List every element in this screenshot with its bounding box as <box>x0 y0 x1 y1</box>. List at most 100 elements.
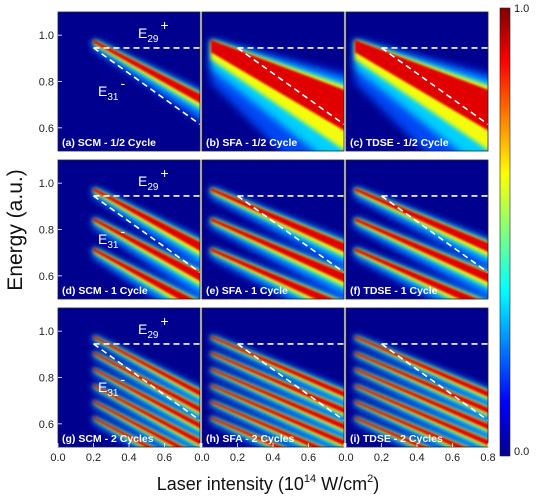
panel-label: (b) SFA - 1/2 Cycle <box>206 137 297 149</box>
intensity-band <box>354 248 479 299</box>
intensity-band <box>210 400 327 447</box>
panel-label: (a) SCM - 1/2 Cycle <box>62 137 156 149</box>
e31-minus-line <box>381 47 488 126</box>
colorbar: 1.0 0.0 <box>499 3 529 458</box>
intensity-band <box>210 352 344 414</box>
intensity-band <box>93 400 185 447</box>
e31-minus-line <box>237 195 344 274</box>
intensity-band <box>354 352 488 414</box>
intensity-band <box>210 400 322 447</box>
intensity-band <box>354 416 428 447</box>
intensity-band <box>93 400 188 447</box>
panel-heatmap <box>354 187 488 299</box>
intensity-band <box>93 400 184 447</box>
colorbar-gradient <box>499 7 511 457</box>
panel-label: (i) TDSE - 2 Cycles <box>350 433 443 445</box>
colorbar-max-label: 1.0 <box>514 3 529 15</box>
intensity-band <box>354 335 488 397</box>
e29-annotation: E29+ <box>138 17 169 45</box>
e31-annotation: E31- <box>98 371 125 399</box>
y-tick-label: 0.6 <box>39 271 54 283</box>
panel-frame <box>345 159 489 300</box>
e31-minus-line <box>93 343 200 422</box>
panel-heatmap <box>93 39 200 126</box>
panel-heatmap <box>354 335 488 447</box>
panel-label: (g) SCM - 2 Cycles <box>62 433 154 445</box>
e31-minus-line <box>93 47 200 126</box>
panel-label: (h) SFA - 2 Cycles <box>206 433 294 445</box>
intensity-band <box>210 416 287 447</box>
intensity-band <box>354 217 488 283</box>
intensity-band <box>354 368 488 430</box>
panel-label: (d) SCM - 1 Cycle <box>62 285 148 297</box>
e31-minus-line <box>237 47 344 126</box>
intensity-band <box>354 416 428 447</box>
y-axis-label: Energy (a.u.) <box>4 169 27 290</box>
intensity-band <box>210 400 325 447</box>
e31-minus-line <box>381 195 488 274</box>
e31-annotation: E31- <box>98 223 125 251</box>
intensity-band <box>210 400 323 447</box>
x-tick-label: 0.0 <box>194 452 209 464</box>
e31-minus-line <box>381 343 488 422</box>
panel-label: (f) TDSE - 1 Cycle <box>350 285 438 297</box>
intensity-band <box>93 335 200 397</box>
intensity-band <box>354 416 429 447</box>
panel-frame <box>201 159 345 300</box>
y-tick-label: 0.8 <box>39 373 54 385</box>
y-tick-label: 0.6 <box>39 123 54 135</box>
intensity-band <box>210 368 344 430</box>
y-tick-label: 1.0 <box>39 178 54 190</box>
x-tick-label: 0.6 <box>445 452 460 464</box>
panel-grid: (a) SCM - 1/2 Cycle E29+ E31- 0.6 0.8 1.0 (b) … <box>39 11 496 464</box>
intensity-band <box>354 187 488 253</box>
panel-7: (g) SCM - 2 Cycles E29+ E31- 0.6 0.8 1.0 0.0 0.… <box>39 307 201 464</box>
panel-heatmap <box>210 187 344 299</box>
intensity-band <box>93 248 200 299</box>
panel-6: (f) TDSE - 1 Cycle <box>345 159 489 300</box>
panel-heatmap <box>210 39 344 151</box>
x-tick-label: 0.2 <box>86 452 101 464</box>
x-tick-label: 0.4 <box>265 452 280 464</box>
intensity-band <box>354 39 488 131</box>
panel-frame <box>345 11 489 152</box>
y-tick-label: 0.8 <box>39 225 54 237</box>
panel-frame <box>201 11 345 152</box>
panel-label: (e) SFA - 1 Cycle <box>206 285 288 297</box>
intensity-band <box>354 416 431 447</box>
intensity-band <box>354 400 467 447</box>
intensity-band <box>354 400 469 447</box>
e29-annotation: E29+ <box>138 165 169 193</box>
intensity-band <box>93 39 200 104</box>
panel-2: (b) SFA - 1/2 Cycle <box>201 11 345 152</box>
intensity-band <box>93 416 153 447</box>
e31-annotation: E31- <box>98 75 125 103</box>
intensity-band <box>210 187 344 253</box>
x-tick-label: 0.8 <box>480 452 495 464</box>
y-tick-label: 0.8 <box>39 77 54 89</box>
intensity-band <box>93 248 196 299</box>
x-tick-label: 0.6 <box>157 452 172 464</box>
panel-heatmap <box>210 335 344 447</box>
x-tick-label: 0.2 <box>230 452 245 464</box>
panel-3: (c) TDSE - 1/2 Cycle <box>345 11 489 152</box>
y-tick-label: 1.0 <box>39 30 54 42</box>
x-tick-label: 0.4 <box>409 452 424 464</box>
intensity-band <box>210 416 285 447</box>
intensity-band <box>354 400 466 447</box>
intensity-band <box>210 248 335 299</box>
intensity-band <box>210 416 284 447</box>
panel-label: (c) TDSE - 1/2 Cycle <box>350 137 449 149</box>
intensity-band <box>93 416 153 447</box>
intensity-band <box>210 248 344 299</box>
intensity-band <box>210 384 344 446</box>
x-tick-label: 0.0 <box>338 452 353 464</box>
intensity-band <box>93 187 200 252</box>
intensity-band <box>210 416 284 447</box>
intensity-band <box>210 217 344 283</box>
x-tick-label: 0.6 <box>301 452 316 464</box>
panel-heatmap <box>354 39 488 151</box>
intensity-band <box>93 400 186 447</box>
panel-5: (e) SFA - 1 Cycle <box>201 159 345 300</box>
